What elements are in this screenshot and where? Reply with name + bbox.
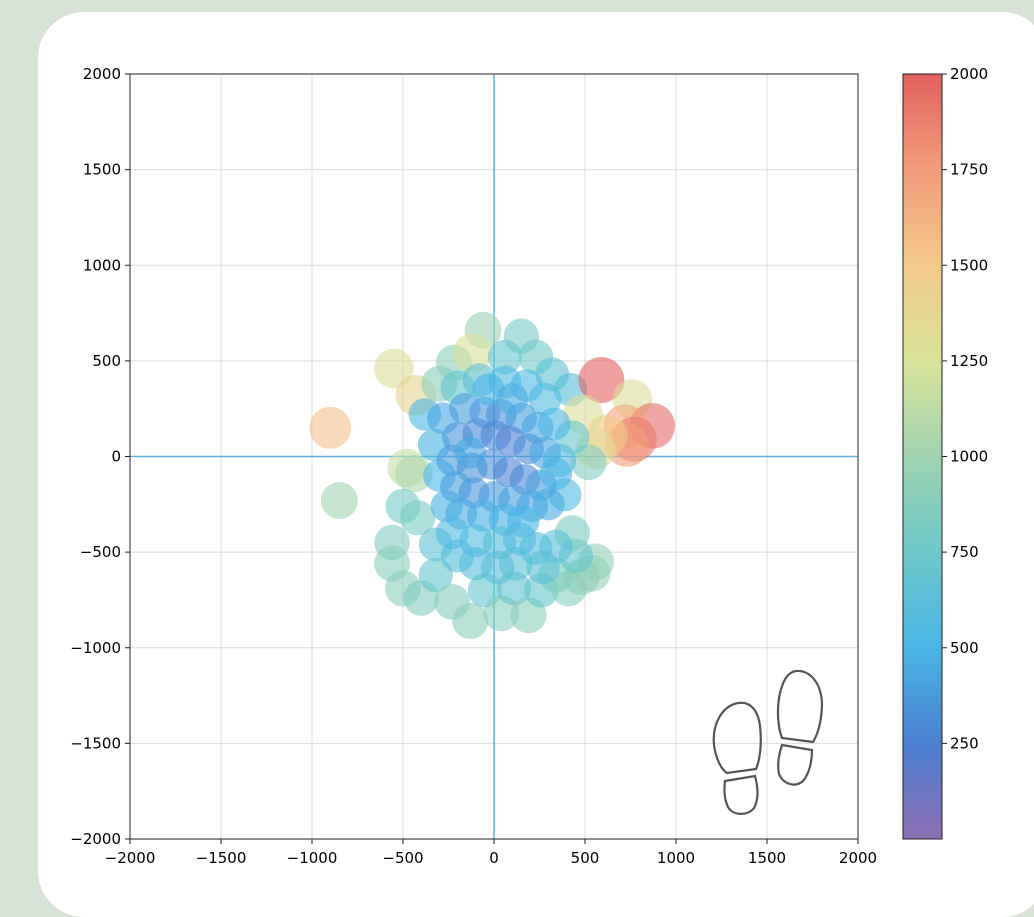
- y-tick-label: −2000: [70, 830, 121, 848]
- x-tick-label: 1500: [748, 849, 786, 867]
- colorbar-tick-label: 500: [950, 639, 979, 657]
- data-point: [528, 382, 562, 416]
- data-point: [452, 333, 492, 373]
- data-point: [496, 383, 529, 416]
- data-point: [487, 339, 523, 375]
- data-point: [418, 557, 453, 593]
- footprints-icon: [712, 669, 824, 815]
- y-tick-label: 1500: [83, 161, 121, 179]
- data-point: [399, 500, 436, 536]
- data-point: [454, 436, 487, 469]
- data-point: [452, 602, 489, 640]
- data-point: [537, 407, 571, 441]
- y-tick-label: −1000: [70, 639, 121, 657]
- data-point: [578, 357, 625, 403]
- y-axis-ticks: 2000 1500 1000 500 0 −500 −1000 −1500 −2000: [70, 65, 130, 848]
- y-tick-label: 2000: [83, 65, 121, 83]
- y-tick-label: 1000: [83, 256, 121, 274]
- colorbar-tick-label: 250: [950, 734, 979, 752]
- data-point: [320, 481, 358, 519]
- x-axis-ticks: −2000 −1500 −1000 −500 0 500 1000 1500 2000: [105, 839, 877, 867]
- x-tick-label: 1000: [657, 849, 695, 867]
- y-tick-label: 0: [111, 448, 121, 466]
- x-tick-label: 2000: [839, 849, 877, 867]
- y-tick-label: −1500: [70, 734, 121, 752]
- y-tick-label: −500: [80, 543, 121, 561]
- data-point: [395, 454, 433, 493]
- colorbar-tick-label: 1750: [950, 161, 988, 179]
- x-tick-label: 0: [489, 849, 499, 867]
- x-tick-label: −1500: [196, 849, 247, 867]
- colorbar-tick-label: 750: [950, 543, 979, 561]
- colorbar-tick-label: 1250: [950, 352, 988, 370]
- x-tick-label: 500: [571, 849, 600, 867]
- data-point: [532, 488, 565, 521]
- scatter-points: [309, 311, 676, 640]
- x-tick-label: −500: [382, 849, 423, 867]
- colorbar-tick-label: 1000: [950, 448, 988, 466]
- x-tick-label: −2000: [105, 849, 156, 867]
- colorbar-ticks: 2000 1750 1500 1250 1000 750 500 250: [942, 65, 988, 752]
- colorbar-tick-label: 1500: [950, 256, 988, 274]
- x-tick-label: −1000: [287, 849, 338, 867]
- colorbar-tick-label: 2000: [950, 65, 988, 83]
- data-point: [309, 406, 352, 449]
- data-point: [502, 522, 536, 556]
- data-point: [539, 457, 573, 490]
- colorbar: [902, 73, 943, 840]
- y-tick-label: 500: [92, 352, 121, 370]
- data-point: [539, 529, 573, 564]
- data-point: [570, 444, 607, 481]
- data-point: [374, 348, 414, 389]
